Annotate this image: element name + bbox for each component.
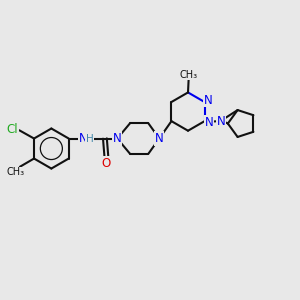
Text: O: O xyxy=(102,157,111,170)
Text: CH₃: CH₃ xyxy=(6,167,25,177)
Text: N: N xyxy=(205,116,214,129)
Text: N: N xyxy=(216,115,225,128)
Text: N: N xyxy=(204,94,213,107)
Text: CH₃: CH₃ xyxy=(179,70,198,80)
Text: Cl: Cl xyxy=(6,123,18,136)
Text: H: H xyxy=(86,134,94,143)
Text: N: N xyxy=(113,132,122,145)
Text: N: N xyxy=(155,132,164,145)
Text: N: N xyxy=(79,132,88,145)
